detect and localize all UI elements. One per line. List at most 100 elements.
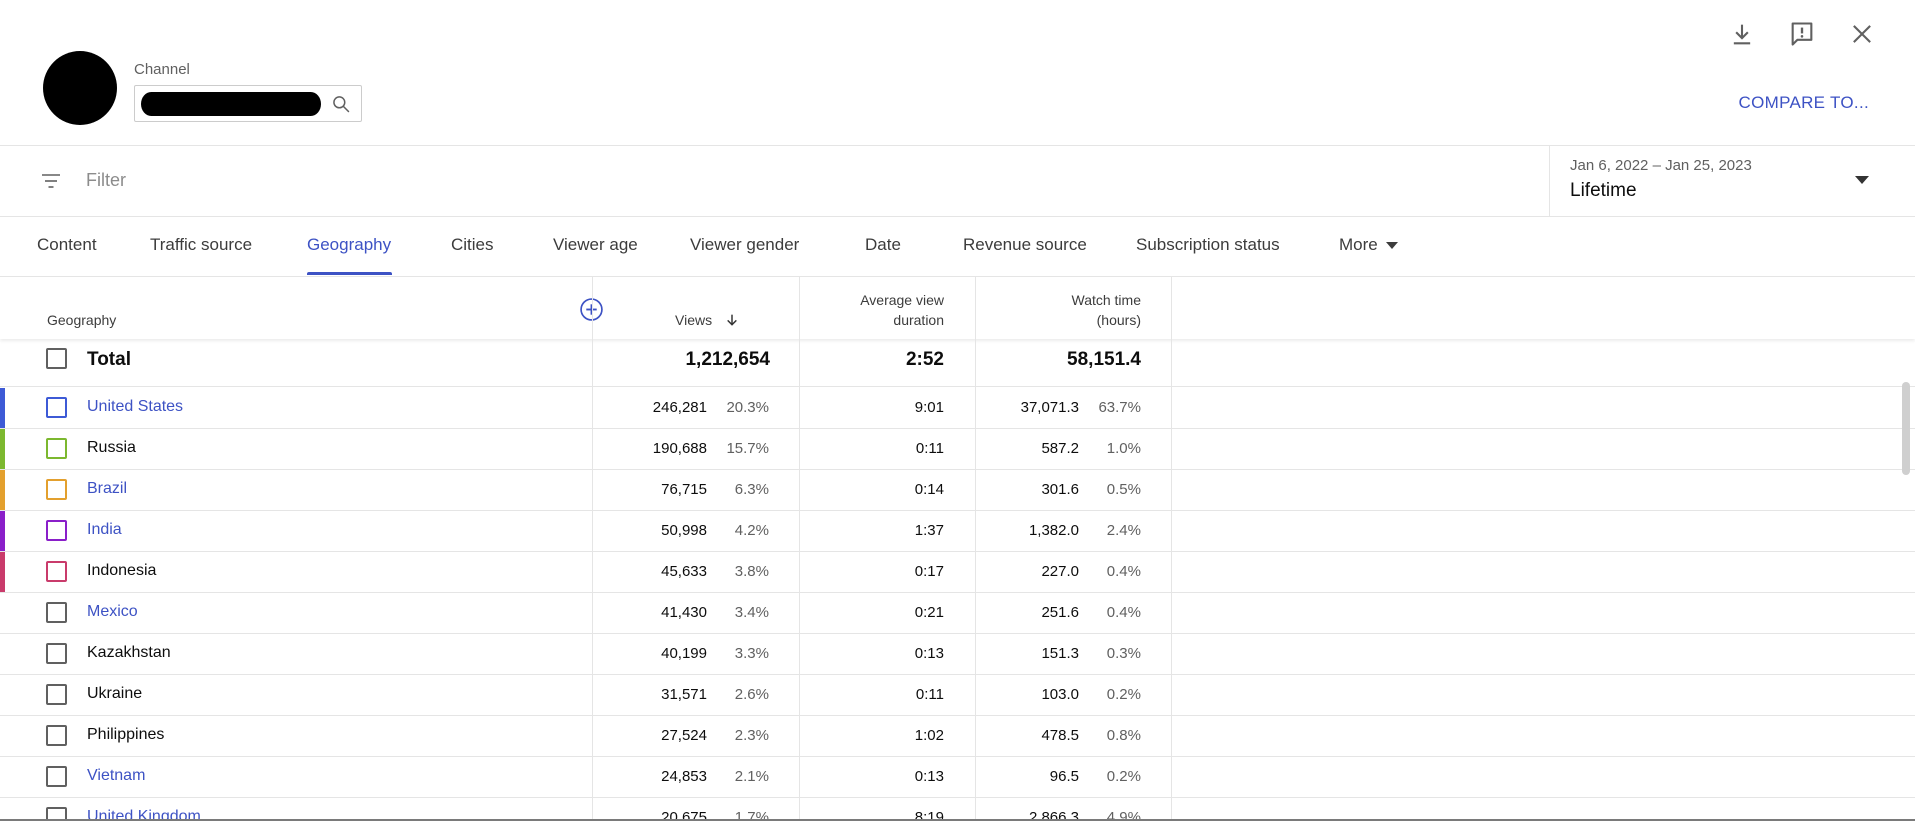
watch-time-value: 478.5 (1041, 727, 1079, 744)
date-range-selector[interactable]: Jan 6, 2022 – Jan 25, 2023 Lifetime (1549, 146, 1915, 217)
views-percent: 3.8% (734, 563, 769, 580)
country-name[interactable]: Vietnam (87, 767, 146, 784)
series-color-marker (0, 470, 5, 510)
country-name: Russia (87, 439, 136, 456)
average-view-duration-value: 8:19 (914, 809, 944, 821)
views-value: 20,675 (661, 809, 707, 821)
views-value: 246,281 (652, 399, 707, 416)
watch-header-line1: Watch time (1071, 292, 1142, 308)
table-row: Indonesia 45,633 3.8% 0:17 227.0 0.4% (0, 552, 1915, 593)
views-percent: 3.3% (734, 645, 769, 662)
row-select-checkbox[interactable] (46, 397, 67, 418)
tab-subscription-status[interactable]: Subscription status (1136, 235, 1280, 254)
row-select-checkbox[interactable] (46, 438, 67, 459)
row-select-checkbox[interactable] (46, 561, 67, 582)
watch-time-value: 2,866.3 (1028, 809, 1079, 821)
row-select-checkbox[interactable] (46, 807, 67, 821)
column-header-views[interactable]: Views (640, 310, 740, 330)
tab-revenue-source[interactable]: Revenue source (963, 235, 1087, 254)
sort-descending-icon[interactable] (724, 312, 740, 328)
column-divider (592, 277, 593, 821)
table-row: India 50,998 4.2% 1:37 1,382.0 2.4% (0, 511, 1915, 552)
filter-input[interactable]: Filter (86, 170, 126, 190)
watch-time-value: 37,071.3 (1020, 399, 1079, 416)
views-value: 41,430 (661, 604, 707, 621)
close-icon[interactable] (1848, 20, 1876, 48)
average-view-duration-value: 0:13 (914, 645, 944, 662)
date-period-value: Lifetime (1570, 180, 1637, 201)
column-header-average-view-duration[interactable]: Average view duration (820, 290, 944, 330)
table-row: Mexico 41,430 3.4% 0:21 251.6 0.4% (0, 593, 1915, 634)
table-row: United States 246,281 20.3% 9:01 37,071.3 63.… (0, 388, 1915, 429)
watch-time-percent: 4.9% (1106, 809, 1141, 821)
channel-search-field[interactable] (134, 85, 362, 122)
views-percent: 2.1% (734, 768, 769, 785)
watch-time-percent: 0.3% (1106, 645, 1141, 662)
country-name[interactable]: Mexico (87, 603, 138, 620)
column-header-geography[interactable]: Geography (47, 312, 117, 328)
country-name[interactable]: United Kingdom (87, 808, 201, 821)
row-select-checkbox[interactable] (46, 725, 67, 746)
row-select-checkbox[interactable] (46, 602, 67, 623)
watch-time-value: 587.2 (1041, 440, 1079, 457)
average-view-duration-value: 0:21 (914, 604, 944, 621)
views-percent: 1.7% (734, 809, 769, 821)
channel-label: Channel (134, 61, 190, 78)
vertical-scrollbar[interactable] (1902, 382, 1910, 475)
compare-to-button[interactable]: COMPARE TO... (1738, 93, 1869, 112)
tab-viewer-age[interactable]: Viewer age (553, 235, 638, 254)
filter-icon[interactable] (39, 169, 63, 193)
feedback-icon[interactable] (1788, 20, 1816, 48)
table-row: Ukraine 31,571 2.6% 0:11 103.0 0.2% (0, 675, 1915, 716)
column-header-watch-time[interactable]: Watch time (hours) (1000, 290, 1142, 330)
country-name: Indonesia (87, 562, 157, 579)
avd-header-line1: Average view (860, 292, 944, 308)
column-divider (1171, 277, 1172, 821)
country-name: Ukraine (87, 685, 143, 702)
table-row-total: Total 1,212,654 2:52 58,151.4 (0, 339, 1915, 387)
views-percent: 6.3% (734, 481, 769, 498)
tab-more[interactable]: More (1339, 235, 1398, 255)
channel-avatar (43, 51, 117, 125)
search-icon[interactable] (331, 94, 351, 114)
table-row: United Kingdom 20,675 1.7% 8:19 2,866.3 4.9% (0, 798, 1915, 821)
table-row: Kazakhstan 40,199 3.3% 0:13 151.3 0.3% (0, 634, 1915, 675)
total-average-view-duration: 2:52 (905, 349, 944, 370)
row-select-checkbox[interactable] (46, 643, 67, 664)
average-view-duration-value: 1:37 (914, 522, 944, 539)
total-label: Total (87, 349, 131, 370)
total-views: 1,212,654 (685, 349, 770, 370)
average-view-duration-value: 1:02 (914, 727, 944, 744)
country-name[interactable]: United States (87, 398, 184, 415)
watch-time-percent: 1.0% (1106, 440, 1141, 457)
watch-time-percent: 0.4% (1106, 563, 1141, 580)
window-bottom-edge (0, 819, 1915, 821)
header: Channel COMPARE TO... (0, 0, 1915, 146)
date-range-text: Jan 6, 2022 – Jan 25, 2023 (1570, 157, 1752, 174)
add-column-icon[interactable] (579, 297, 604, 322)
row-select-checkbox[interactable] (46, 766, 67, 787)
tab-traffic-source[interactable]: Traffic source (150, 235, 253, 254)
row-select-checkbox[interactable] (46, 684, 67, 705)
row-select-checkbox[interactable] (46, 520, 67, 541)
views-value: 50,998 (661, 522, 707, 539)
row-select-checkbox[interactable] (46, 479, 67, 500)
dropdown-caret-icon[interactable] (1855, 176, 1869, 184)
tab-geography[interactable]: Geography (307, 235, 392, 254)
table-row: Philippines 27,524 2.3% 1:02 478.5 0.8% (0, 716, 1915, 757)
download-icon[interactable] (1728, 20, 1756, 48)
country-name[interactable]: India (87, 521, 122, 538)
tab-date[interactable]: Date (865, 235, 901, 254)
tab-cities[interactable]: Cities (451, 235, 494, 254)
watch-time-value: 301.6 (1041, 481, 1079, 498)
select-total-checkbox[interactable] (46, 348, 67, 369)
country-name[interactable]: Brazil (87, 480, 128, 497)
average-view-duration-value: 9:01 (914, 399, 944, 416)
table-header: Geography Views Average view duration Wa… (0, 277, 1915, 339)
watch-header-line2: (hours) (1096, 312, 1141, 328)
tab-content[interactable]: Content (37, 235, 97, 254)
tab-viewer-gender[interactable]: Viewer gender (690, 235, 800, 254)
country-name: Kazakhstan (87, 644, 171, 661)
table-row: Vietnam 24,853 2.1% 0:13 96.5 0.2% (0, 757, 1915, 798)
views-percent: 4.2% (734, 522, 769, 539)
